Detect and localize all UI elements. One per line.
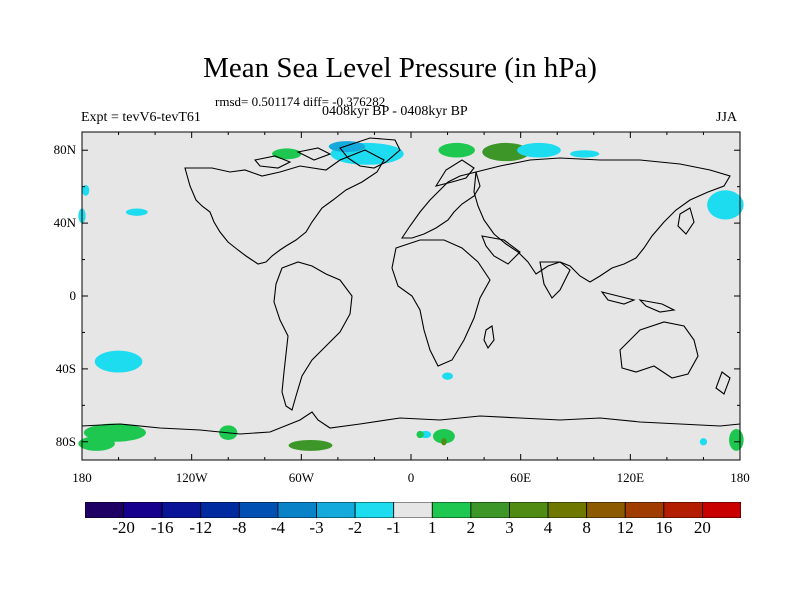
lon-tick-label: 120E [616,470,645,485]
anomaly-region [707,190,744,220]
lon-tick-label: 120W [175,470,208,485]
lat-tick-label: 80S [55,433,76,449]
lon-tick-label: 180 [72,470,92,485]
colorbar-label: 3 [505,518,514,537]
colorbar-swatch [123,502,163,518]
colorbar-label: 16 [655,518,673,537]
colorbar-label: 1 [428,518,437,537]
lon-tick-label: 180 [730,470,750,485]
map-background [82,132,740,460]
colorbar-label: -4 [270,518,286,537]
anomaly-region [432,429,455,444]
anomaly-region [328,141,366,153]
colorbar-swatch [470,502,510,518]
stats-text: rmsd= 0.501174 diff= -0.376282 [215,94,386,109]
colorbar-label: -2 [348,518,363,537]
colorbar-label: -8 [232,518,247,537]
lat-tick-label: 0 [69,288,77,303]
colorbar-label: 4 [543,518,553,537]
colorbar-swatch [624,502,665,518]
anomaly-region [288,439,333,451]
colorbar-swatch [509,502,549,518]
colorbar-swatch [393,502,433,518]
lat-tick-label: 80N [53,142,76,158]
colorbar-label: -16 [150,518,174,537]
anomaly-region [438,142,475,158]
anomaly-region [78,436,115,451]
colorbar-swatch [702,502,741,518]
colorbar-label: 12 [616,518,634,537]
anomaly-region [699,438,708,446]
lon-tick-label: 60W [288,470,314,485]
lon-tick-label: 60E [510,470,532,485]
colorbar-label: -1 [386,518,401,537]
anomaly-region [442,372,454,380]
colorbar-label: -12 [189,518,213,537]
anomaly-region [729,429,744,451]
lat-tick-label: 40N [53,215,76,231]
anomaly-region [416,430,424,439]
colorbar-label: -3 [309,518,324,537]
colorbar-swatch [431,502,472,518]
anomaly-region [94,350,143,373]
season-label: JJA [716,110,738,125]
anomaly-region [441,438,447,446]
colorbar-swatch [663,502,703,518]
lat-tick-label: 40S [55,360,76,376]
colorbar-label: 20 [693,518,711,537]
colorbar-swatch [547,502,588,518]
anomaly-region [82,184,90,196]
anomaly-region [482,142,530,162]
experiment-label: Expt = tevV6-tevT61 [81,110,201,125]
colorbar-label: 8 [582,518,591,537]
colorbar [85,502,741,518]
colorbar-swatch [354,502,395,518]
colorbar-swatch [586,502,626,518]
anomaly-region [272,148,302,160]
anomaly-region [517,142,561,158]
chart-title: Mean Sea Level Pressure (in hPa) [203,52,597,84]
colorbar-swatch [316,502,356,518]
colorbar-swatch [200,502,240,518]
coastlines [81,137,741,435]
colorbar-swatch [277,502,317,518]
anomaly-region [570,150,600,158]
colorbar-label: 2 [466,518,476,537]
colorbar-label: -20 [112,518,135,537]
colorbar-swatch [161,502,202,518]
anomaly-region [125,208,148,216]
axis-ticks [81,132,741,460]
period-label: 0408kyr BP - 0408kyr BP [322,104,468,119]
colorbar-swatch [238,502,279,518]
lon-tick-label: 0 [407,470,415,485]
colorbar-swatch [85,502,124,518]
